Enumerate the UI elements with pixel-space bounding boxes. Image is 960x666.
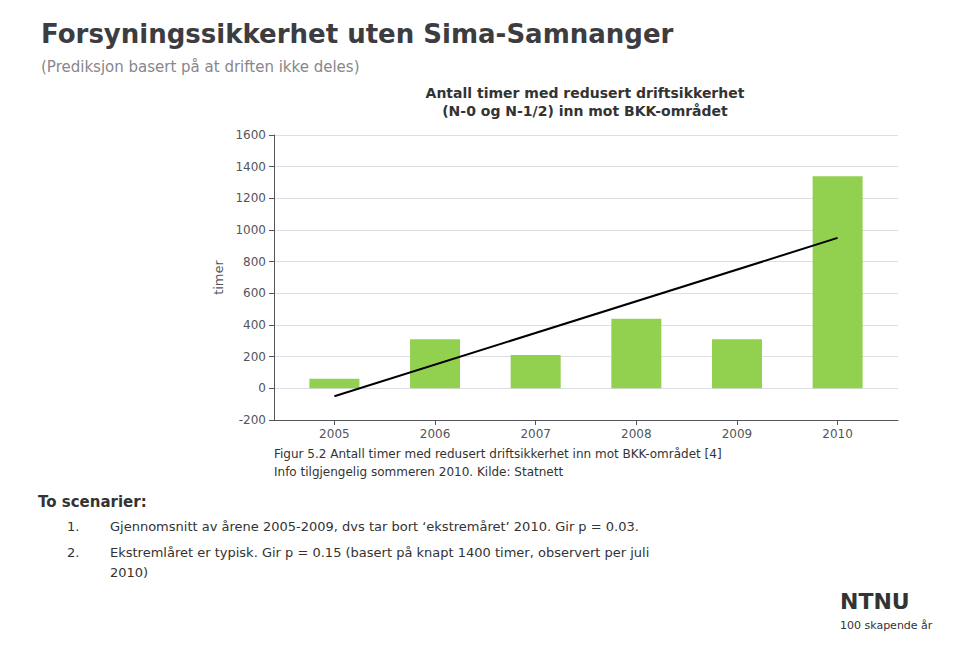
svg-text:2.: 2. <box>67 545 79 560</box>
svg-text:2005: 2005 <box>319 427 350 441</box>
svg-text:600: 600 <box>243 286 266 300</box>
svg-text:2007: 2007 <box>520 427 551 441</box>
svg-text:Gjennomsnitt av årene 2005-200: Gjennomsnitt av årene 2005-2009, dvs tar… <box>110 519 639 534</box>
svg-text:NTNU: NTNU <box>840 589 910 614</box>
svg-text:2009: 2009 <box>722 427 753 441</box>
svg-text:100 skapende år: 100 skapende år <box>840 619 933 632</box>
svg-text:2006: 2006 <box>420 427 451 441</box>
svg-text:2008: 2008 <box>621 427 652 441</box>
svg-text:To scenarier:: To scenarier: <box>38 493 147 511</box>
svg-text:2010): 2010) <box>110 565 148 580</box>
svg-text:200: 200 <box>243 350 266 364</box>
svg-text:Ekstremlåret er typisk. Gir p: Ekstremlåret er typisk. Gir p = 0.15 (ba… <box>110 545 649 560</box>
svg-text:1400: 1400 <box>235 160 266 174</box>
svg-text:1200: 1200 <box>235 191 266 205</box>
svg-text:timer: timer <box>211 259 226 294</box>
svg-text:(Prediksjon basert på at drift: (Prediksjon basert på at driften ikke de… <box>41 58 359 76</box>
svg-text:Antall timer med redusert drif: Antall timer med redusert driftsikkerhet <box>426 85 745 101</box>
svg-text:1.: 1. <box>67 519 79 534</box>
svg-text:1000: 1000 <box>235 223 266 237</box>
svg-text:-200: -200 <box>239 413 266 427</box>
svg-text:800: 800 <box>243 255 266 269</box>
svg-text:0: 0 <box>258 381 266 395</box>
svg-text:Figur 5.2 Antall timer med red: Figur 5.2 Antall timer med redusert drif… <box>274 447 722 461</box>
svg-text:Forsyningssikkerhet uten Sima-: Forsyningssikkerhet uten Sima-Samnanger <box>41 19 674 49</box>
svg-text:2010: 2010 <box>822 427 853 441</box>
svg-text:Info tilgjengelig sommeren 201: Info tilgjengelig sommeren 2010. Kilde: … <box>274 465 563 479</box>
svg-text:(N-0 og N-1/2) inn mot BKK-omr: (N-0 og N-1/2) inn mot BKK-området <box>442 103 728 119</box>
svg-text:400: 400 <box>243 318 266 332</box>
svg-text:1600: 1600 <box>235 128 266 142</box>
